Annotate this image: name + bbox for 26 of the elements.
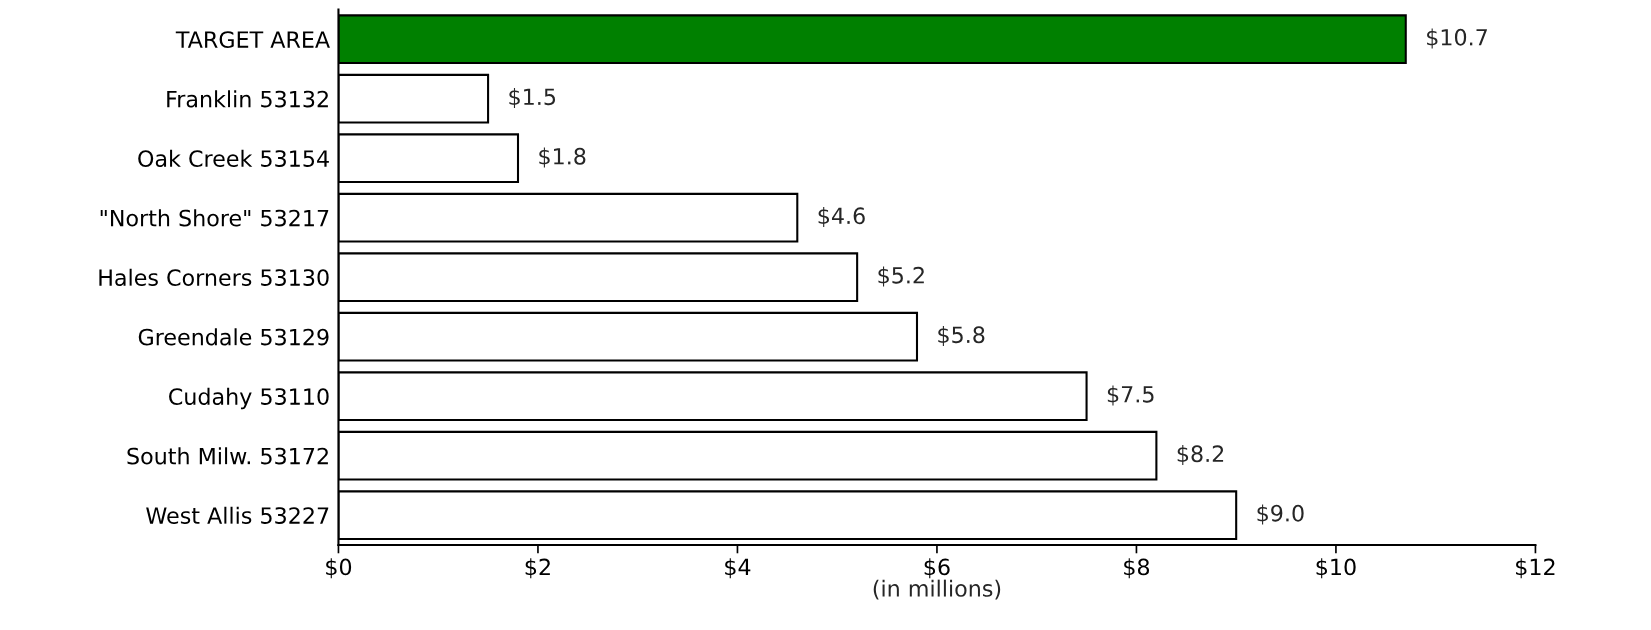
- y-tick-label: Greendale 53129: [138, 328, 329, 346]
- y-tick-label: South Milw. 53172: [127, 447, 328, 465]
- y-tick-label: Cudahy 53110: [169, 387, 329, 410]
- y-tick-label: Franklin 53132: [167, 90, 328, 108]
- data-label: $1.8: [539, 147, 586, 168]
- data-label: $10.7: [1427, 28, 1487, 49]
- x-tick-label: $0: [326, 558, 352, 579]
- x-tick-label: $8: [1124, 558, 1150, 579]
- y-tick-label: TARGET AREA: [175, 31, 330, 48]
- x-tick-label: $12: [1516, 558, 1555, 579]
- y-tick-label: Hales Corners 53130: [99, 268, 329, 286]
- data-label: $7.5: [1107, 385, 1154, 406]
- data-label: $1.5: [509, 87, 556, 109]
- data-label: $5.8: [938, 325, 985, 347]
- x-tick-label: $2: [525, 558, 550, 579]
- x-tick-label: $10: [1316, 558, 1356, 579]
- data-label: $8.2: [1177, 444, 1224, 466]
- x-tick-label: $4: [725, 558, 751, 579]
- y-tick-label: Oak Creek 53154: [138, 149, 329, 167]
- data-label: $4.6: [818, 206, 865, 228]
- x-axis-title: (in millions): [873, 579, 1001, 600]
- data-label: $9.0: [1257, 504, 1304, 525]
- data-label: $5.2: [878, 266, 924, 287]
- y-tick-label: West Allis 53227: [146, 506, 329, 524]
- y-tick-label: "North Shore" 53217: [100, 209, 329, 227]
- x-tick-label: $6: [924, 558, 950, 579]
